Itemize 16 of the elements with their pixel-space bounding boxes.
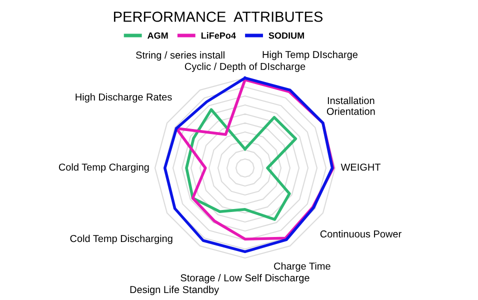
legend-label: AGM bbox=[148, 32, 168, 39]
spoke-label: Cold Temp Discharging bbox=[70, 234, 172, 244]
spoke-label: String / series install bbox=[136, 51, 224, 61]
spoke-label: Installation Orientation bbox=[326, 96, 375, 115]
chart-title: PERFORMANCE ATTRIBUTES bbox=[114, 12, 323, 22]
spoke-label: WEIGHT bbox=[340, 164, 381, 171]
spoke-label: High Discharge Rates bbox=[76, 93, 172, 103]
legend-label: LiFePo4 bbox=[201, 32, 236, 39]
spoke-label: High Temp DIscharge bbox=[262, 50, 358, 60]
spoke-label: Design Life Standby bbox=[130, 286, 220, 296]
spoke-label: Charge Time bbox=[274, 262, 330, 272]
spoke-label: Continuous Power bbox=[320, 230, 402, 238]
spoke-label: Cyclic / Depth of DIscharge bbox=[184, 62, 306, 72]
spoke-label: Storage / Low Self Discharge bbox=[180, 274, 310, 284]
legend-label: SODIUM bbox=[268, 32, 304, 39]
spoke-label: Cold Temp Charging bbox=[58, 163, 149, 173]
